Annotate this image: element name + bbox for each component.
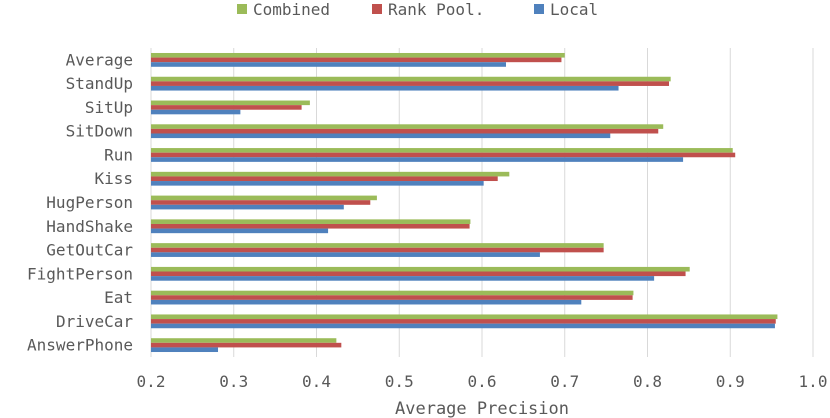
bar-combined-hugperson — [151, 195, 377, 201]
bar-combined-average — [151, 52, 565, 58]
bar-local-fightperson — [151, 276, 655, 281]
category-label-drivecar: DriveCar — [56, 312, 133, 331]
bar-rank-pool-average — [151, 57, 562, 63]
legend: Combined Rank Pool. Local — [237, 0, 598, 19]
gridlines — [150, 48, 814, 357]
category-label-standup: StandUp — [66, 74, 133, 93]
bar-rank-pool-eat — [151, 295, 633, 300]
category-label-eat: Eat — [104, 288, 133, 307]
x-tick-label: 1.0 — [799, 372, 828, 391]
bar-local-answerphone — [151, 347, 219, 353]
bar-local-run — [151, 157, 684, 162]
category-label-kiss: Kiss — [94, 169, 133, 188]
bar-local-standup — [151, 85, 619, 91]
bar-local-eat — [151, 299, 582, 305]
x-tick-label: 0.2 — [137, 372, 166, 391]
category-label-hugperson: HugPerson — [46, 193, 133, 212]
bar-rank-pool-fightperson — [151, 271, 686, 277]
bar-rank-pool-getoutcar — [151, 247, 604, 253]
x-tick-label: 0.8 — [633, 372, 662, 391]
legend-swatch-combined — [237, 4, 247, 14]
legend-swatch-rank-pool — [372, 4, 382, 14]
bar-local-handshake — [151, 228, 329, 234]
bar-combined-kiss — [151, 171, 510, 177]
category-label-average: Average — [66, 50, 133, 69]
category-label-situp: SitUp — [85, 98, 133, 117]
bar-combined-fightperson — [151, 266, 690, 272]
x-tick-labels: 0.2 0.3 0.4 0.5 0.6 0.7 0.8 0.9 1.0 — [137, 372, 828, 391]
bar-local-getoutcar — [151, 252, 540, 257]
bar-local-situp — [151, 109, 241, 115]
bar-combined-getoutcar — [151, 243, 604, 248]
category-label-sitdown: SitDown — [66, 122, 133, 141]
bar-combined-drivecar — [151, 314, 778, 320]
category-label-handshake: HandShake — [46, 217, 133, 236]
category-label-fightperson: FightPerson — [27, 264, 133, 283]
category-label-answerphone: AnswerPhone — [27, 336, 133, 355]
x-tick-label: 0.5 — [385, 372, 414, 391]
bar-rank-pool-run — [151, 152, 736, 158]
bars — [151, 52, 778, 353]
category-label-run: Run — [104, 145, 133, 164]
bar-combined-answerphone — [151, 338, 337, 343]
bar-rank-pool-kiss — [151, 176, 498, 182]
bar-rank-pool-standup — [151, 81, 670, 86]
bar-combined-sitdown — [151, 124, 664, 129]
bar-combined-eat — [151, 290, 634, 296]
legend-label-combined: Combined — [253, 0, 330, 19]
x-tick-label: 0.3 — [219, 372, 248, 391]
x-tick-label: 0.6 — [468, 372, 497, 391]
bar-local-average — [151, 62, 506, 67]
bar-local-drivecar — [151, 323, 775, 329]
bar-combined-situp — [151, 100, 310, 106]
x-tick-label: 0.9 — [716, 372, 745, 391]
bar-local-kiss — [151, 181, 484, 186]
x-tick-label: 0.7 — [550, 372, 579, 391]
x-axis-title: Average Precision — [395, 399, 569, 418]
bar-local-hugperson — [151, 204, 344, 210]
bar-rank-pool-answerphone — [151, 342, 342, 348]
bar-combined-run — [151, 148, 733, 153]
bar-rank-pool-handshake — [151, 223, 470, 229]
bar-rank-pool-hugperson — [151, 200, 371, 205]
bar-combined-standup — [151, 76, 671, 82]
category-labels: Average StandUp SitUp SitDown Run Kiss HugPers… — [27, 50, 133, 354]
legend-label-rank-pool: Rank Pool. — [388, 0, 484, 19]
bar-rank-pool-situp — [151, 105, 302, 110]
category-label-getoutcar: GetOutCar — [46, 241, 133, 260]
bar-local-sitdown — [151, 133, 611, 139]
bar-rank-pool-sitdown — [151, 128, 659, 134]
bar-combined-handshake — [151, 219, 471, 224]
legend-swatch-local — [534, 4, 544, 14]
bar-rank-pool-drivecar — [151, 319, 776, 324]
legend-label-local: Local — [550, 0, 598, 19]
x-tick-label: 0.4 — [302, 372, 331, 391]
